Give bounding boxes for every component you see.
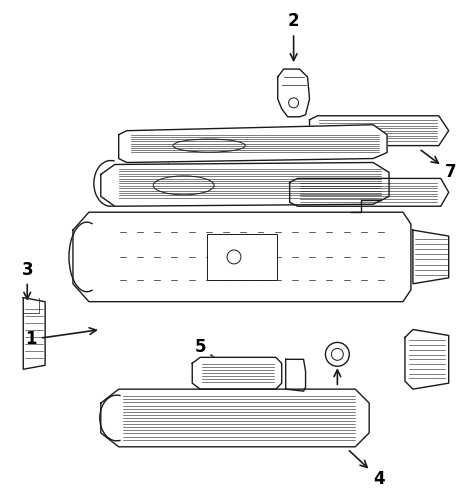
Text: 4: 4 bbox=[349, 451, 384, 488]
Polygon shape bbox=[277, 69, 309, 117]
Polygon shape bbox=[285, 359, 305, 391]
Circle shape bbox=[331, 348, 343, 360]
Circle shape bbox=[325, 342, 349, 366]
Text: 1: 1 bbox=[25, 328, 96, 348]
Polygon shape bbox=[412, 230, 448, 284]
Circle shape bbox=[226, 250, 240, 264]
Polygon shape bbox=[73, 212, 410, 302]
Polygon shape bbox=[100, 162, 388, 206]
Polygon shape bbox=[100, 389, 369, 447]
Text: 3: 3 bbox=[21, 261, 33, 299]
Text: 6: 6 bbox=[163, 140, 174, 180]
Bar bbox=[206, 234, 276, 280]
Polygon shape bbox=[119, 125, 386, 162]
Text: 7: 7 bbox=[420, 150, 456, 182]
Polygon shape bbox=[23, 298, 45, 369]
Polygon shape bbox=[309, 116, 448, 146]
Text: 8: 8 bbox=[331, 370, 342, 408]
Polygon shape bbox=[192, 357, 281, 389]
Circle shape bbox=[288, 98, 298, 108]
Polygon shape bbox=[289, 179, 448, 206]
Polygon shape bbox=[404, 330, 448, 389]
Text: 2: 2 bbox=[287, 12, 299, 61]
Text: 5: 5 bbox=[194, 338, 224, 365]
